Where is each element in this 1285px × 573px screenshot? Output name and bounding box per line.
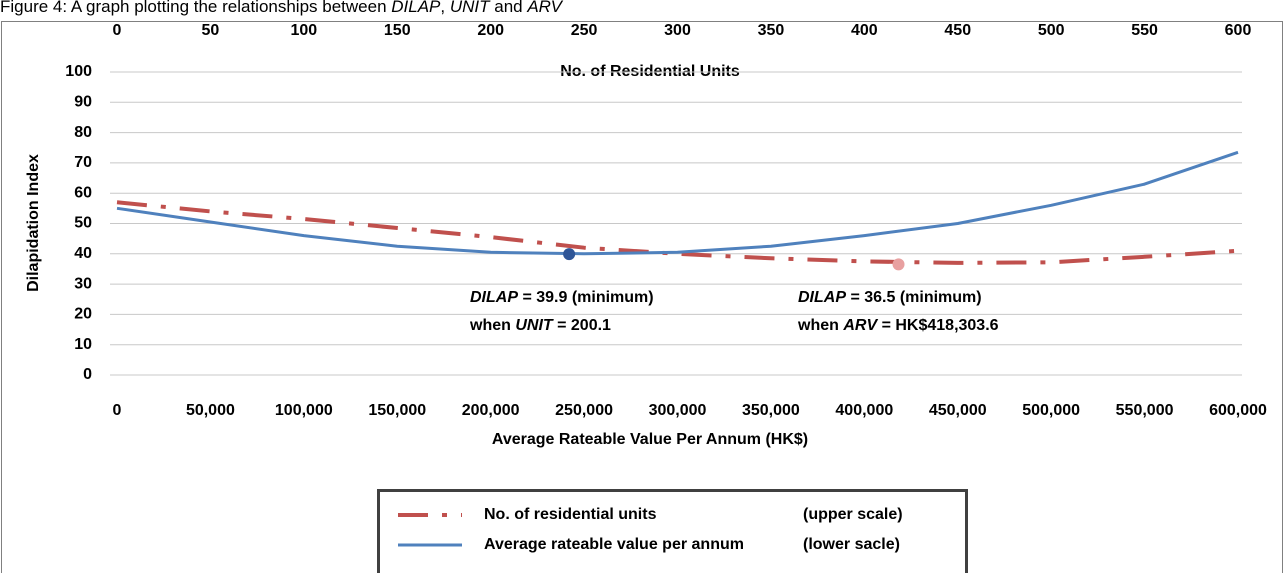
x2-tick-label: 550 (1131, 22, 1158, 39)
x-tick-label: 350,000 (742, 402, 800, 419)
x-tick-label: 200,000 (462, 402, 520, 419)
annotation-part: = 200.1 (553, 317, 611, 334)
y-tick-label: 10 (74, 336, 92, 353)
data-line (116, 150, 1239, 256)
x2-tick-label: 450 (944, 22, 971, 39)
annotation-part: UNIT (515, 317, 554, 334)
title-part: Figure 4: A graph plotting the relations… (0, 0, 391, 16)
title-part: and (490, 0, 528, 16)
min-marker (563, 248, 576, 261)
y-tick-label: 60 (74, 184, 92, 201)
annotation-part: = HK$418,303.6 (877, 317, 999, 334)
legend-scale-note: (upper scale) (803, 506, 903, 523)
x2-tick-label: 400 (851, 22, 878, 39)
y-tick-label: 70 (74, 154, 92, 171)
y-tick-label: 90 (74, 94, 92, 111)
annotation: DILAP = 36.5 (minimum) (798, 289, 982, 306)
annotation: when ARV = HK$418,303.6 (797, 317, 999, 334)
x2-tick-label: 100 (290, 22, 317, 39)
y-tick-label: 50 (74, 215, 92, 232)
annotation-part: DILAP (798, 289, 846, 306)
annotation-part: DILAP (470, 289, 518, 306)
x-tick-label: 250,000 (555, 402, 613, 419)
x-tick-label: 450,000 (929, 402, 987, 419)
x-tick-label: 100,000 (275, 402, 333, 419)
title-part: ARV (526, 0, 563, 16)
x2-tick-label: 0 (113, 22, 122, 39)
annotation-part: when (469, 317, 515, 334)
x2-tick-label: 300 (664, 22, 691, 39)
x2-tick-label: 250 (571, 22, 598, 39)
x-tick-label: 150,000 (368, 402, 426, 419)
y-tick-label: 30 (74, 275, 92, 292)
x-axis-title: Average Rateable Value Per Annum (HK$) (492, 431, 808, 448)
min-marker (892, 258, 905, 271)
x2-tick-label: 500 (1038, 22, 1065, 39)
x2-tick-label: 150 (384, 22, 411, 39)
legend-label: Average rateable value per annum (484, 536, 744, 553)
x-tick-label: 600,000 (1209, 402, 1267, 419)
chart-title: Figure 4: A graph plotting the relations… (0, 0, 564, 16)
x2-tick-label: 200 (477, 22, 504, 39)
legend (377, 489, 968, 573)
title-part: DILAP (391, 0, 441, 16)
x-tick-label: 500,000 (1022, 402, 1080, 419)
y-tick-label: 100 (65, 63, 92, 80)
y-axis-title: Dilapidation Index (25, 154, 42, 292)
legend-label: No. of residential units (484, 506, 657, 523)
x-tick-label: 50,000 (186, 402, 235, 419)
annotation-part: = 36.5 (minimum) (846, 289, 982, 306)
x-tick-label: 550,000 (1116, 402, 1174, 419)
title-part: UNIT (450, 0, 491, 16)
x2-tick-label: 350 (758, 22, 785, 39)
annotation-part: ARV (842, 317, 878, 334)
annotation: DILAP = 39.9 (minimum) (470, 289, 654, 306)
y-tick-label: 80 (74, 124, 92, 141)
title-part: , (440, 0, 449, 16)
annotation-part: when (797, 317, 843, 334)
annotation: when UNIT = 200.1 (469, 317, 611, 334)
x-tick-label: 400,000 (835, 402, 893, 419)
y-tick-label: 20 (74, 306, 92, 323)
y-tick-label: 0 (83, 366, 92, 383)
y-tick-label: 40 (74, 245, 92, 262)
legend-scale-note: (lower sacle) (803, 536, 900, 553)
x2-tick-label: 50 (202, 22, 220, 39)
chart-border (1, 21, 1283, 573)
x-tick-label: 300,000 (649, 402, 707, 419)
x-tick-label: 0 (113, 402, 122, 419)
x2-tick-label: 600 (1225, 22, 1252, 39)
annotation-part: = 39.9 (minimum) (518, 289, 654, 306)
